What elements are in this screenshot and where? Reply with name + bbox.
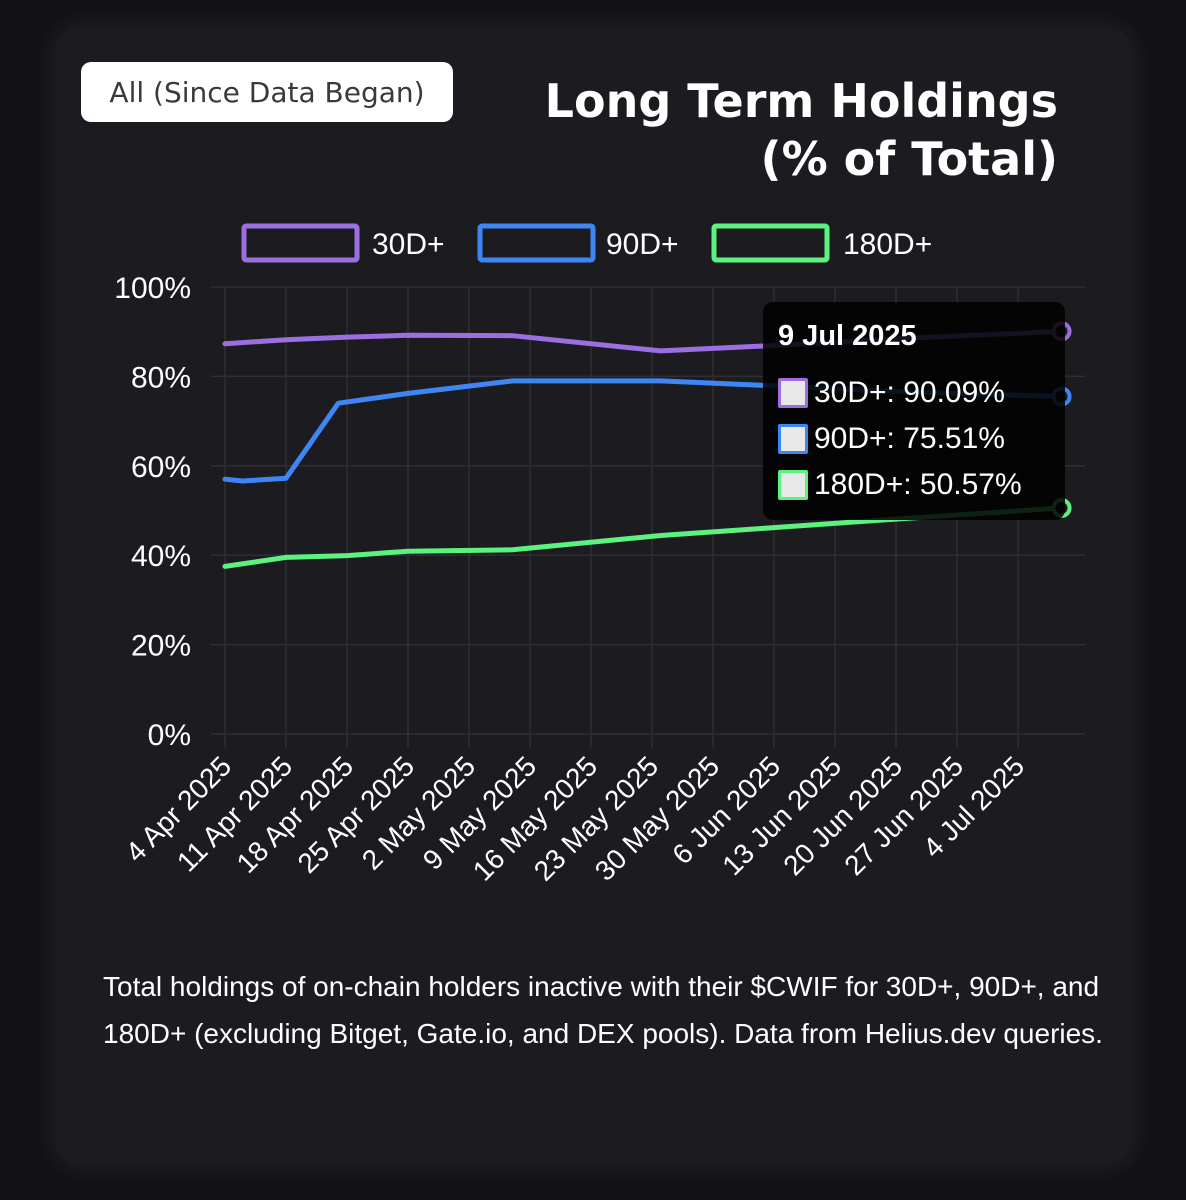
- tooltip-row-90d: 90D+: 75.51%: [778, 422, 1005, 456]
- hover-tooltip: 9 Jul 2025 30D+: 90.09% 90D+: 75.51% 180…: [763, 302, 1065, 520]
- tooltip-row-30d: 30D+: 90.09%: [778, 376, 1005, 410]
- legend-label: 30D+: [372, 228, 445, 261]
- chart-caption: Total holdings of on-chain holders inact…: [103, 971, 1103, 1049]
- tooltip-text-30d: 30D+: 90.09%: [814, 376, 1005, 409]
- y-tick-label: 40%: [131, 540, 191, 573]
- legend-swatch: [241, 223, 360, 263]
- y-tick-label: 80%: [131, 361, 191, 394]
- tooltip-row-180d: 180D+: 50.57%: [778, 468, 1022, 502]
- y-tick-label: 60%: [131, 451, 191, 484]
- tooltip-swatch-30d: [778, 378, 808, 408]
- legend-swatch: [711, 223, 830, 263]
- y-tick-label: 20%: [131, 630, 191, 663]
- tooltip-text-90d: 90D+: 75.51%: [814, 422, 1005, 455]
- legend-label: 180D+: [843, 228, 932, 261]
- tooltip-swatch-90d: [778, 424, 808, 454]
- chart-title-line-1: Long Term Holdings: [544, 74, 1058, 128]
- tooltip-text-180d: 180D+: 50.57%: [814, 468, 1022, 501]
- chart-title: Long Term Holdings (% of Total): [470, 72, 1058, 188]
- tooltip-date: 9 Jul 2025: [778, 320, 917, 352]
- legend-swatch: [477, 223, 596, 263]
- y-tick-label: 0%: [148, 719, 191, 752]
- chart-title-line-2: (% of Total): [760, 132, 1058, 186]
- legend-label: 90D+: [606, 228, 679, 261]
- series-line: [222, 505, 1065, 569]
- y-tick-label: 100%: [114, 272, 191, 305]
- tooltip-swatch-180d: [778, 470, 808, 500]
- time-range-button[interactable]: All (Since Data Began): [81, 62, 453, 122]
- chart-card: [56, 29, 1131, 1163]
